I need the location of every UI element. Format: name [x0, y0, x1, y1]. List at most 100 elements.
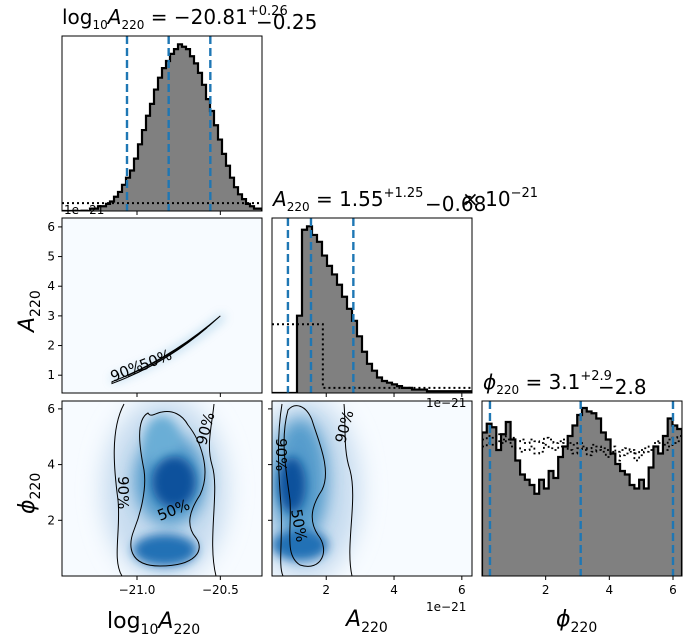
- title-A-sub220: 220: [287, 200, 310, 214]
- ylabel-phi-sym: ϕ: [15, 499, 40, 514]
- hist-logA-frame: [61, 35, 263, 212]
- kde-logA-phi-density-top: [144, 416, 180, 468]
- hist-logA-bar-39: [218, 139, 223, 211]
- hist-phi-plot-area: [482, 401, 682, 576]
- hist-A-outline: [272, 225, 472, 393]
- title-logA: log10A220 = −20.81+0.26: [62, 4, 288, 32]
- hist-logA-bar-48: [254, 208, 259, 211]
- hist-logA-bar-15: [122, 184, 127, 211]
- hist-phi-bar-2: [491, 427, 497, 576]
- hist-logA-bar-45: [242, 199, 247, 211]
- title-logA-minus: −0.25: [256, 10, 317, 34]
- kde-logA-A-ytick-label-1: 2: [47, 339, 55, 353]
- hist-logA-bar-31: [186, 49, 191, 211]
- hist-A-bar-12: [332, 274, 338, 393]
- hist-logA-bar-12: [110, 201, 115, 211]
- hist-logA-outline: [62, 43, 262, 211]
- kde-logA-A-contour-50: [128, 327, 208, 378]
- contour-label-50-p5: 50%: [287, 508, 311, 544]
- hist-phi-frame: [481, 400, 683, 577]
- hist-phi-bar-14: [548, 471, 554, 576]
- hist-phi-bar-39: [667, 418, 673, 576]
- xlabel-logA-sub220: 220: [173, 622, 200, 638]
- hist-logA-bar-13: [114, 196, 119, 211]
- kde-A-phi-xtick-label-0: 2: [322, 583, 330, 597]
- panel-kde-logA-A: 1 2 3 4 5 6: [47, 217, 263, 397]
- hist-phi-bar-27: [610, 453, 616, 576]
- hist-phi-bar-41: [677, 429, 682, 576]
- hist-A-bar-28: [412, 389, 418, 393]
- xlabel-phi: ϕ220: [556, 607, 597, 636]
- hist-A-bar-5: [297, 315, 303, 393]
- hist-phi-bar-40: [672, 425, 678, 576]
- hist-logA-bar-42: [230, 177, 235, 211]
- kde-logA-A-ytick-label-2: 3: [47, 309, 55, 323]
- hist-A-bar-19: [367, 363, 373, 393]
- kde-logA-phi-contour-90: [113, 403, 217, 576]
- hist-phi-bar-5: [505, 422, 511, 576]
- hist-phi-bar-18: [567, 436, 573, 576]
- hist-phi-bar-29: [620, 471, 626, 576]
- hist-logA-bar-36: [206, 99, 211, 211]
- hist-phi-bar-19: [572, 425, 578, 576]
- hist-A-plot-area: [272, 218, 472, 393]
- panel-kde-logA-phi: 2 4 6 −21.0 −20.5: [47, 400, 263, 597]
- xlabel-logA-sym: A: [156, 609, 173, 634]
- kde-logA-phi-density-bottom: [133, 534, 197, 566]
- title-A-minus: −0.68: [425, 192, 486, 216]
- kde-logA-phi-xtick-label-0: −21.0: [119, 583, 156, 597]
- hist-logA-bar-28: [174, 49, 179, 211]
- offset-text-logA-hist: 1e−21: [64, 203, 104, 217]
- xlabel-A-sub220: 220: [361, 620, 388, 636]
- hist-logA-bar-41: [226, 165, 231, 211]
- kde-logA-A-ytick-label-4: 5: [47, 250, 55, 264]
- hist-logA-bar-24: [158, 77, 163, 211]
- hist-phi-xtick-label-1: 4: [606, 583, 614, 597]
- hist-logA-bar-46: [246, 203, 251, 211]
- hist-A-bar-15: [347, 308, 353, 393]
- title-A-sym: A: [271, 187, 287, 211]
- hist-logA-bar-32: [190, 56, 195, 211]
- hist-logA-bar-43: [234, 187, 239, 211]
- hist-phi-bar-24: [596, 418, 602, 576]
- hist-logA-bar-8: [94, 208, 99, 211]
- hist-A-bar-16: [352, 320, 358, 393]
- hist-logA-bar-7: [90, 208, 95, 211]
- hist-phi-bar-22: [586, 411, 592, 576]
- xlabel-phi-sub220: 220: [571, 620, 598, 636]
- panel-hist-A: [271, 217, 473, 397]
- hist-logA-bar-27: [170, 53, 175, 211]
- kde-A-phi-contour-90: [277, 403, 354, 576]
- kde-logA-A-frame: [61, 217, 263, 394]
- kde-logA-phi-contour-50: [130, 411, 206, 567]
- kde-logA-A-ytick-label-5: 6: [47, 220, 55, 234]
- hist-logA-bar-38: [214, 125, 219, 211]
- kde-logA-phi-ytick-label-0: 2: [47, 513, 55, 527]
- hist-logA-bar-19: [138, 144, 143, 211]
- hist-phi-bar-4: [501, 434, 507, 576]
- kde-logA-phi-xtick-label-1: −20.5: [202, 583, 239, 597]
- hist-phi-bar-37: [658, 453, 664, 576]
- hist-A-bar-14: [342, 296, 348, 393]
- hist-logA-plot-area: [62, 36, 262, 211]
- title-logA-log: log: [62, 5, 93, 29]
- hist-A-bar-25: [397, 386, 403, 393]
- kde-logA-A-background: [62, 218, 262, 393]
- hist-logA-bar-29: [178, 44, 183, 211]
- hist-logA-bar-34: [198, 72, 203, 211]
- hist-A-bar-8: [312, 234, 318, 393]
- hist-A-bar-17: [357, 336, 363, 393]
- hist-logA-bar-49: [258, 208, 262, 211]
- kde-A-phi-density-core: [278, 457, 306, 513]
- hist-phi-bar-3: [496, 450, 502, 576]
- kde-A-phi-contour-50: [283, 405, 326, 567]
- title-A-exp: −21: [511, 186, 538, 201]
- title-phi-value: = 3.1: [519, 370, 580, 394]
- hist-phi-bar-15: [553, 478, 559, 576]
- title-logA-value: = −20.81: [144, 5, 248, 29]
- kde-logA-phi-ytick-label-1: 4: [47, 458, 55, 472]
- hist-A-bar-29: [417, 389, 423, 393]
- hist-phi-bar-21: [582, 408, 588, 576]
- hist-phi-bar-32: [634, 488, 640, 576]
